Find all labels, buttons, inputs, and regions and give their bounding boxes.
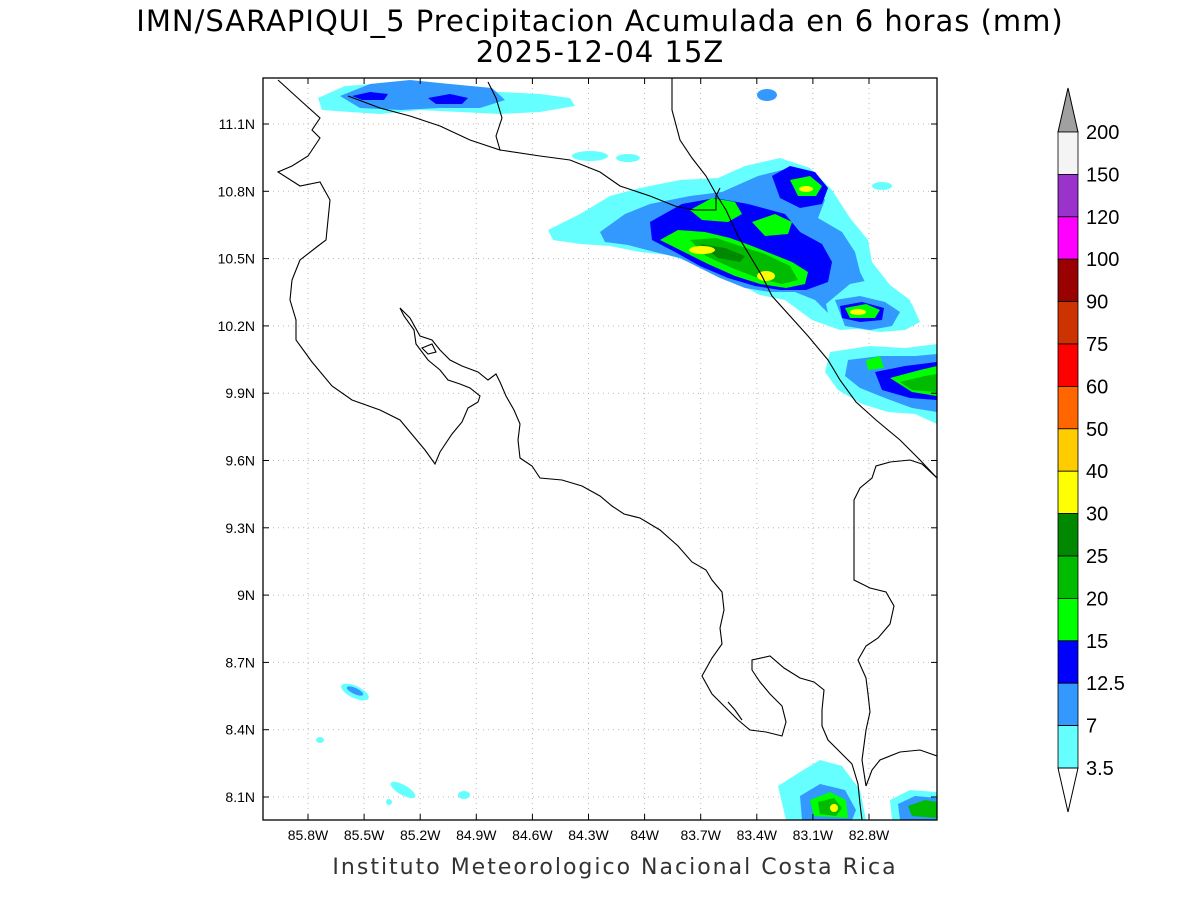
axis-ticks	[263, 78, 937, 820]
colorbar-segment	[1057, 173, 1079, 218]
colorbar-label: 12.5	[1086, 673, 1125, 695]
colorbar-label: 150	[1086, 164, 1119, 186]
precip-25-south-east	[908, 800, 937, 818]
coastline-osa-peninsula	[737, 655, 863, 820]
colorbar-label: 90	[1086, 292, 1108, 314]
precip-12.5-nicaragua-b	[428, 94, 468, 104]
lon-tick-label: 85.2W	[400, 827, 441, 843]
colorbar: 200 150 120 100 90 75 60 50 40 30 25 20 15 12.5 7 3.5	[1057, 87, 1125, 813]
precip-3.5-pacific-3	[390, 781, 416, 799]
map-title: IMN/SARAPIQUI_5 Precipitacion Acumulada …	[136, 4, 1064, 38]
coastline-nicaragua-lake	[276, 79, 481, 466]
precip-7-nicaragua	[340, 80, 505, 110]
coastline-caribbean	[671, 78, 937, 479]
precip-3.5-cell	[616, 154, 640, 162]
precipitation-fields	[316, 80, 937, 820]
colorbar-segment	[1057, 216, 1079, 260]
latitude-labels: 11.1N 10.8N 10.5N 10.2N 9.9N 9.6N 9.3N 9N 8.7N 8.…	[218, 116, 255, 805]
lat-tick-label: 9.9N	[225, 385, 255, 401]
lat-tick-label: 8.7N	[225, 654, 255, 670]
precip-3.5-cell-2	[757, 89, 777, 101]
precip-15-mid	[752, 214, 792, 236]
colorbar-segment	[1057, 682, 1079, 727]
lon-tick-label: 82.8W	[849, 827, 890, 843]
colorbar-under-arrow	[1057, 767, 1079, 813]
colorbar-segment	[1057, 555, 1079, 599]
lon-tick-label: 85.8W	[288, 827, 329, 843]
precip-40-core-a	[689, 246, 715, 254]
precip-3.5-pacific-4	[386, 799, 392, 805]
lat-tick-label: 10.5N	[218, 251, 255, 267]
precip-3.5-cell-3	[872, 182, 892, 190]
plot-frame	[262, 77, 938, 821]
precip-25-south	[818, 798, 842, 816]
colorbar-over-arrow	[1057, 87, 1079, 133]
lat-tick-label: 10.2N	[218, 318, 255, 334]
colorbar-label: 120	[1086, 207, 1119, 229]
coastline-panama-south	[865, 749, 937, 787]
precip-3.5-pacific-5	[458, 791, 470, 799]
lat-tick-label: 9.6N	[225, 453, 255, 469]
colorbar-label: 50	[1086, 419, 1108, 441]
colorbar-label: 30	[1086, 504, 1108, 526]
lon-tick-label: 84.9W	[456, 827, 497, 843]
precip-40-core-b	[757, 271, 775, 281]
precip-40-core-c	[799, 186, 813, 192]
colorbar-label: 200	[1086, 122, 1119, 144]
colorbar-label: 100	[1086, 249, 1119, 271]
colorbar-segment	[1057, 343, 1079, 387]
colorbar-label: 15	[1086, 631, 1108, 653]
precip-15-east-2	[866, 356, 884, 370]
colorbar-segment	[1057, 598, 1079, 642]
coastline-panama-border	[853, 459, 937, 787]
footer-credit: Instituto Meteorologico Nacional Costa R…	[332, 855, 898, 880]
colorbar-segment	[1057, 725, 1079, 769]
coastline-lake-island	[421, 343, 437, 355]
precip-25-east	[900, 374, 937, 392]
colorbar-segment	[1057, 385, 1079, 430]
colorbar-label: 25	[1086, 546, 1108, 568]
lon-tick-label: 85.5W	[344, 827, 385, 843]
coastlines	[276, 78, 937, 820]
colorbar-label: 75	[1086, 334, 1108, 356]
lon-tick-label: 83.4W	[737, 827, 778, 843]
colorbar-segment	[1057, 428, 1079, 472]
precip-40-south	[830, 804, 838, 812]
map-gridlines	[263, 78, 937, 820]
lon-tick-label: 84.3W	[568, 827, 609, 843]
precip-12.5-nicaragua-a	[352, 92, 388, 100]
coastline-nicaragua-river	[499, 149, 721, 211]
coastline-lake-nicaragua	[347, 81, 503, 151]
longitude-labels: 85.8W 85.5W 85.2W 84.9W 84.6W 84.3W 84W 83.7W 83…	[288, 827, 890, 843]
coastline-nicoya-gulf	[399, 307, 739, 721]
lon-tick-label: 83.1W	[793, 827, 834, 843]
coastline-osa-island	[727, 701, 743, 721]
colorbar-segment	[1057, 258, 1079, 303]
precip-40-limon	[850, 309, 866, 315]
colorbar-segment	[1057, 640, 1079, 684]
precip-7-cell	[572, 151, 608, 161]
colorbar-label: 7	[1086, 716, 1097, 738]
colorbar-segment	[1057, 301, 1079, 345]
colorbar-label: 3.5	[1086, 758, 1114, 780]
lat-tick-label: 9.3N	[225, 520, 255, 536]
map-timestamp: 2025-12-04 15Z	[475, 35, 725, 69]
lat-tick-label: 8.4N	[225, 722, 255, 738]
lat-tick-label: 11.1N	[219, 116, 255, 132]
precip-12.5-pacific	[346, 686, 364, 696]
lat-tick-label: 8.1N	[225, 789, 255, 805]
colorbar-segment	[1057, 513, 1079, 557]
lon-tick-label: 84W	[630, 827, 660, 843]
lat-tick-label: 10.8N	[218, 183, 255, 199]
colorbar-label: 20	[1086, 588, 1108, 610]
colorbar-segment	[1057, 131, 1079, 175]
colorbar-segment	[1057, 470, 1079, 515]
colorbar-label: 60	[1086, 376, 1108, 398]
lon-tick-label: 84.6W	[512, 827, 553, 843]
colorbar-label: 40	[1086, 461, 1108, 483]
lat-tick-label: 9N	[237, 587, 255, 603]
lon-tick-label: 83.7W	[680, 827, 721, 843]
precip-3.5-pacific-2	[316, 737, 324, 743]
